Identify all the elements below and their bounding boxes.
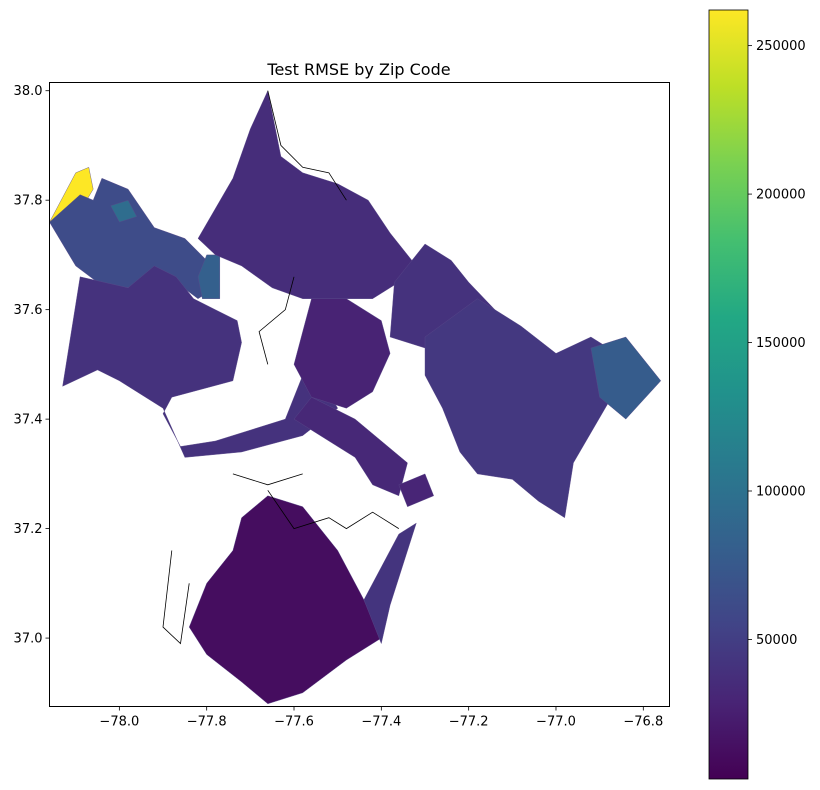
- chart-title: Test RMSE by Zip Code: [266, 60, 450, 79]
- colorbar-gradient: [708, 9, 749, 780]
- colorbar-tick-label: 100000: [756, 484, 806, 499]
- zip-region-powhatan-west: [62, 265, 338, 458]
- zip-region-prince-george-east: [363, 522, 417, 645]
- colorbar-tick-label: 150000: [756, 336, 806, 351]
- x-tick-label: −77.0: [536, 715, 576, 730]
- zip-region-chesterfield-north: [293, 396, 408, 497]
- x-tick-label: −77.6: [274, 715, 314, 730]
- x-tick-label: −78.0: [99, 715, 139, 730]
- boundary-line: [267, 90, 347, 201]
- zip-region-richmond-city: [293, 298, 391, 409]
- x-tick-label: −77.8: [187, 715, 227, 730]
- y-tick-label: 37.6: [14, 303, 43, 318]
- zip-region-north-hanover: [197, 90, 413, 299]
- zip-regions: [49, 90, 662, 705]
- county-boundaries: [162, 90, 400, 645]
- boundary-line: [258, 276, 295, 365]
- y-tick-label: 37.4: [14, 413, 43, 428]
- x-tick-label: −77.2: [449, 715, 489, 730]
- colorbar-ticks: 50000 100000 150000 200000 250000: [748, 39, 806, 648]
- colorbar-tick-label: 50000: [756, 633, 797, 648]
- x-axis-ticks: −78.0 −77.8 −77.6 −77.4 −77.2 −77.0 −76.8: [99, 706, 663, 730]
- y-axis-ticks: 37.0 37.2 37.4 37.6 37.8 38.0: [14, 84, 50, 647]
- zip-region-goochland-teal: [110, 199, 138, 223]
- y-tick-label: 38.0: [14, 84, 43, 99]
- zip-region-hopewell: [398, 473, 434, 507]
- y-tick-label: 37.2: [14, 522, 43, 537]
- zip-region-new-kent-charles-city: [424, 298, 618, 519]
- colorbar: 50000 100000 150000 200000 250000: [708, 9, 806, 780]
- colorbar-tick-label: 200000: [756, 188, 806, 203]
- boundary-line: [162, 550, 190, 645]
- y-tick-label: 37.8: [14, 194, 43, 209]
- zip-region-dinwiddie-south: [188, 495, 382, 705]
- y-tick-label: 37.0: [14, 632, 43, 647]
- plot-frame: [49, 82, 670, 707]
- map-axes: −78.0 −77.8 −77.6 −77.4 −77.2 −77.0 −76.8 37.0…: [14, 82, 670, 730]
- x-tick-label: −77.4: [361, 715, 401, 730]
- boundary-line: [267, 490, 400, 530]
- zip-region-james-city-east-teal: [590, 336, 662, 420]
- colorbar-tick-label: 250000: [756, 39, 806, 54]
- x-tick-label: −76.8: [623, 715, 663, 730]
- boundary-line: [232, 473, 303, 486]
